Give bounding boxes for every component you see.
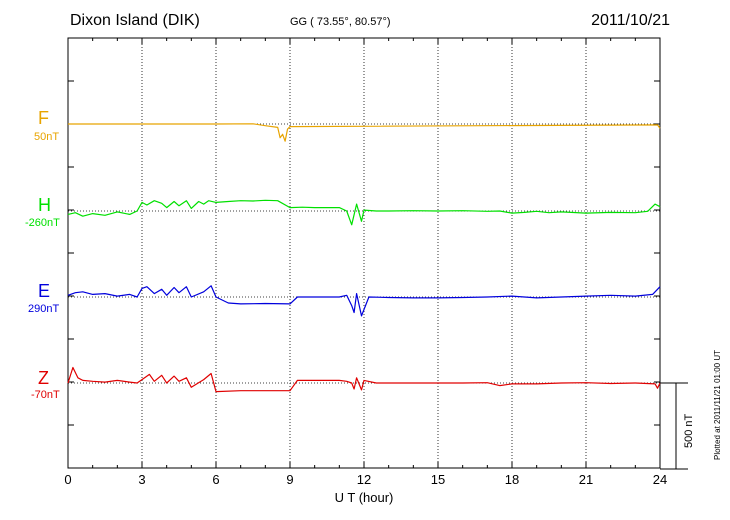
series-line-F — [68, 123, 661, 142]
label-F: F — [38, 108, 49, 128]
series-line-E — [67, 285, 661, 317]
x-axis-label: U T (hour) — [335, 490, 394, 505]
label-E: E — [38, 281, 51, 301]
series-line-H — [67, 199, 661, 226]
x-tick-label: 3 — [138, 472, 145, 487]
x-tick-label: 15 — [431, 472, 445, 487]
base-Z: -70nT — [31, 389, 60, 401]
x-tick-label: 0 — [64, 472, 71, 487]
base-F: 50nT — [34, 131, 60, 143]
base-H: -260nT — [25, 217, 60, 229]
x-tick-label: 6 — [212, 472, 219, 487]
label-Z: Z — [38, 368, 49, 388]
station-title: Dixon Island (DIK) — [70, 12, 200, 29]
coords-title: GG ( 73.55°, 80.57°) — [290, 16, 391, 28]
date-title: 2011/10/21 — [591, 12, 670, 29]
x-tick-label: 9 — [286, 472, 293, 487]
label-H: H — [38, 195, 51, 215]
x-tick-label: 12 — [357, 472, 371, 487]
scale-bar-label: 500 nT — [683, 413, 695, 448]
plot-frame — [67, 37, 661, 469]
x-tick-label: 18 — [505, 472, 519, 487]
series-line-Z — [67, 366, 661, 393]
x-tick-label: 21 — [579, 472, 593, 487]
x-tick-label: 24 — [653, 472, 667, 487]
base-E: 290nT — [28, 303, 60, 315]
